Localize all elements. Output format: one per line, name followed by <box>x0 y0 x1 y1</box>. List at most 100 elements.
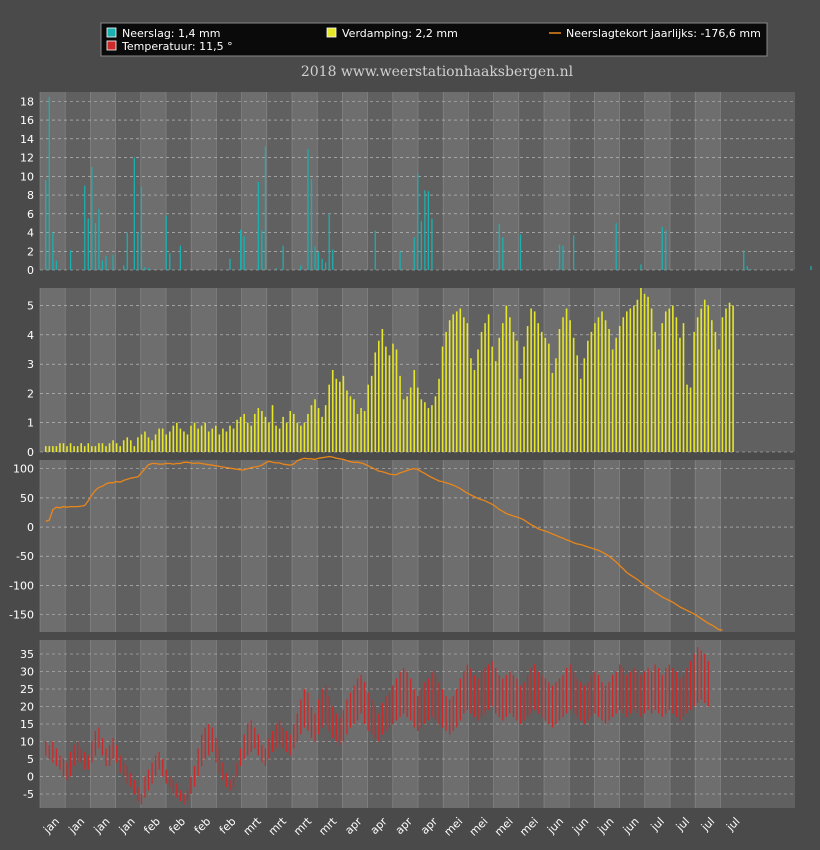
verdamping-bar <box>87 443 90 452</box>
verdamping-bar <box>204 422 206 452</box>
verdamping-bar <box>236 419 238 452</box>
temperatuur-bar <box>293 724 295 749</box>
verdamping-bar <box>292 413 295 452</box>
temperatuur-bar <box>548 682 550 724</box>
neerslag-bar <box>317 252 320 270</box>
verdamping-bar <box>473 370 476 452</box>
verdamping-bar <box>388 355 391 452</box>
verdamping-bar <box>94 446 97 452</box>
neerslag-bar <box>169 253 171 270</box>
neerslag-bar <box>87 218 89 270</box>
temperatuur-bar <box>424 682 426 724</box>
verdamping-bar <box>537 323 540 452</box>
y-tick-label: -5 <box>23 788 34 801</box>
temperatuur-bar <box>335 713 337 742</box>
temperatuur-bar <box>222 762 224 780</box>
temperatuur-bar <box>707 661 709 707</box>
temperatuur-bar <box>147 769 150 791</box>
temperatuur-bar <box>215 738 217 763</box>
temperatuur-bar <box>640 675 642 717</box>
verdamping-bar <box>657 349 660 452</box>
y-tick-label: 50 <box>20 492 34 505</box>
verdamping-bar <box>459 308 462 452</box>
verdamping-bar <box>491 346 493 452</box>
temperatuur-bar <box>487 664 490 710</box>
temperatuur-bar <box>661 675 663 717</box>
neerslag-bar <box>45 180 47 270</box>
verdamping-bar <box>321 416 323 452</box>
y-tick-label: 1 <box>27 417 34 430</box>
verdamping-bar <box>151 440 153 452</box>
verdamping-bar <box>661 323 664 452</box>
neerslag-bar <box>399 251 401 270</box>
temperatuur-bar <box>229 780 231 791</box>
verdamping-bar <box>590 331 593 452</box>
temperatuur-bar <box>332 706 334 738</box>
temperatuur-bar <box>363 682 366 724</box>
temperatuur-bar <box>108 745 111 766</box>
verdamping-bar <box>455 311 458 452</box>
verdamping-bar <box>282 416 284 452</box>
temperatuur-bar <box>622 668 624 714</box>
temperatuur-bar <box>502 678 504 721</box>
verdamping-bar <box>643 293 646 452</box>
verdamping-bar <box>526 326 529 452</box>
verdamping-bar <box>399 375 401 452</box>
verdamping-bar <box>402 399 405 452</box>
plot-band <box>90 460 116 632</box>
neerslag-bar <box>498 224 500 270</box>
verdamping-bar <box>296 422 299 452</box>
temperatuur-bar <box>91 741 93 763</box>
temperatuur-bar <box>360 675 362 714</box>
temperatuur-bar <box>261 745 263 763</box>
temperatuur-bar <box>239 748 242 766</box>
neerslag-bar <box>264 146 267 270</box>
verdamping-bar <box>44 446 47 452</box>
temperatuur-bar <box>211 727 213 752</box>
y-tick-label: 16 <box>20 114 34 127</box>
verdamping-bar <box>626 311 628 452</box>
temperatuur-bar <box>441 689 444 728</box>
verdamping-bar <box>579 378 582 452</box>
verdamping-bar <box>392 343 394 452</box>
temperatuur-bar <box>52 741 54 763</box>
verdamping-bar <box>73 446 75 452</box>
verdamping-bar <box>565 308 568 452</box>
temperatuur-bar <box>62 759 65 777</box>
plot-band <box>140 460 166 632</box>
neerslagtekort-line <box>45 455 723 631</box>
temperatuur-bar <box>275 724 277 749</box>
verdamping-bar <box>246 422 249 452</box>
neerslag-bar <box>69 250 72 270</box>
verdamping-bar <box>218 434 221 452</box>
neerslag-bar <box>314 246 316 270</box>
verdamping-bar <box>672 305 674 452</box>
neerslag-bar <box>91 166 93 270</box>
panel-neerslagtekort: 100 50 0 -50 -100 -150 <box>9 455 795 632</box>
verdamping-bar <box>594 323 596 452</box>
verdamping-bar <box>310 405 313 452</box>
neerslag-bar <box>257 181 259 270</box>
plot-band <box>140 288 166 452</box>
verdamping-bar <box>144 431 146 452</box>
temperatuur-bar <box>463 671 465 714</box>
verdamping-bar <box>530 308 532 452</box>
temperatuur-bar <box>130 773 132 787</box>
neerslag-bar <box>615 223 617 270</box>
verdamping-bar <box>487 314 490 452</box>
temperatuur-bar <box>431 671 433 717</box>
temperatuur-bar <box>565 668 568 714</box>
temperatuur-bar <box>144 776 146 798</box>
temperatuur-bar <box>700 650 702 700</box>
chart-subtitle: 2018 www.weerstationhaaksbergen.nl <box>301 64 574 80</box>
temperatuur-bar <box>576 678 578 717</box>
temperatuur-bar <box>310 706 313 738</box>
neerslag-bar <box>133 157 135 270</box>
verdamping-bar <box>604 320 607 452</box>
neerslag-swatch <box>106 27 117 38</box>
verdamping-bar <box>243 413 245 452</box>
temperatuur-bar <box>402 668 405 714</box>
verdamping-bar <box>80 443 82 452</box>
temperatuur-bar <box>505 675 507 717</box>
temperatuur-bar <box>151 762 153 784</box>
